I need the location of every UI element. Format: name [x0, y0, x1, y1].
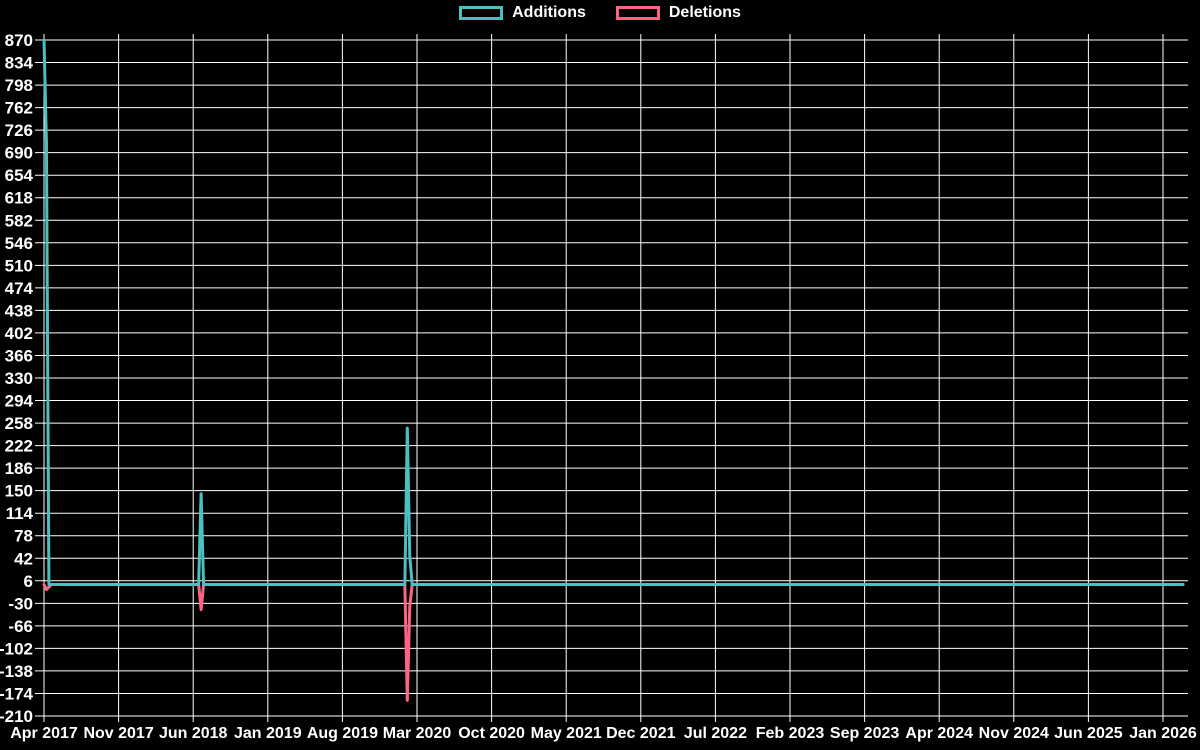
y-tick-label: 78: [14, 527, 33, 546]
y-tick-label: 474: [5, 279, 34, 298]
y-tick-label: 870: [5, 31, 33, 50]
y-tick-label: 726: [5, 121, 33, 140]
deletions-line[interactable]: [42, 583, 1185, 702]
deletions-legend-swatch: [615, 6, 660, 20]
y-tick-label: 510: [5, 256, 33, 275]
x-tick-label: Mar 2020: [383, 725, 452, 742]
x-tick-label: Oct 2020: [458, 725, 525, 742]
y-tick-label: 618: [5, 189, 33, 208]
y-tick-label: 690: [5, 144, 33, 163]
legend-item-deletions[interactable]: Deletions: [615, 4, 741, 21]
y-tick-label: 582: [5, 211, 33, 230]
y-tick-label: 546: [5, 234, 33, 253]
y-tick-label: -30: [8, 594, 33, 613]
x-tick-label: Jul 2022: [684, 725, 747, 742]
x-tick-label: May 2021: [531, 725, 602, 742]
y-tick-label: 798: [5, 76, 33, 95]
additions-legend-swatch: [459, 6, 504, 20]
y-tick-label: 150: [5, 482, 33, 501]
x-tick-label: Sep 2023: [830, 725, 899, 742]
x-tick-label: Dec 2021: [606, 725, 675, 742]
y-tick-label: 114: [6, 504, 34, 523]
y-tick-label: -210: [0, 707, 33, 726]
legend-item-additions[interactable]: Additions: [459, 5, 586, 21]
y-tick-label: 330: [5, 369, 33, 388]
y-tick-label: 258: [5, 414, 33, 433]
y-tick-label: 222: [5, 437, 33, 456]
y-tick-label: 42: [14, 549, 33, 568]
y-tick-label: 294: [5, 392, 34, 411]
y-tick-label: -138: [0, 662, 33, 681]
x-tick-label: Apr 2024: [905, 725, 973, 742]
y-tick-label: 438: [5, 301, 33, 320]
x-tick-label: Feb 2023: [756, 725, 825, 742]
x-tick-label: Jun 2018: [159, 725, 228, 742]
x-tick-label: Nov 2017: [83, 725, 153, 742]
additions-line[interactable]: [42, 38, 1185, 587]
x-tick-label: Jun 2025: [1054, 725, 1123, 742]
additions-legend-label: Additions: [512, 4, 586, 21]
y-tick-label: -102: [0, 639, 33, 658]
chart-legend: Additions Deletions: [0, 5, 1200, 21]
y-tick-label: 654: [5, 166, 34, 185]
x-tick-label: Nov 2024: [979, 725, 1049, 742]
y-tick-label: 402: [5, 324, 33, 343]
y-tick-label: 762: [5, 99, 33, 118]
y-tick-label: 6: [24, 572, 33, 591]
y-tick-label: -174: [0, 684, 34, 703]
deletions-legend-label: Deletions: [668, 4, 741, 21]
y-tick-label: 366: [5, 346, 33, 365]
x-tick-label: Jan 2026: [1129, 725, 1197, 742]
y-tick-label: 186: [5, 459, 33, 478]
x-tick-label: Apr 2017: [10, 725, 78, 742]
y-tick-label: -66: [8, 617, 33, 636]
y-tick-label: 834: [5, 54, 34, 73]
x-tick-label: Aug 2019: [307, 725, 378, 742]
x-tick-label: Jan 2019: [234, 725, 302, 742]
